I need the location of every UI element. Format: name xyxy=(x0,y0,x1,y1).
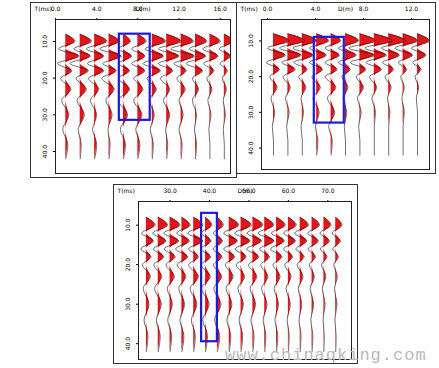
svg-text:10.0: 10.0 xyxy=(124,218,131,232)
svg-text:20.0: 20.0 xyxy=(41,71,48,85)
svg-text:10.0: 10.0 xyxy=(41,35,48,49)
svg-text:T(ms): T(ms) xyxy=(117,187,135,194)
svg-text:D(m): D(m) xyxy=(338,5,353,12)
svg-text:40.0: 40.0 xyxy=(247,141,254,155)
svg-text:30.0: 30.0 xyxy=(247,105,254,119)
svg-text:20.0: 20.0 xyxy=(124,258,131,272)
svg-text:T(ms): T(ms) xyxy=(240,5,258,12)
svg-text:12.0: 12.0 xyxy=(172,5,186,12)
svg-text:16.0: 16.0 xyxy=(214,5,228,12)
svg-text:70.0: 70.0 xyxy=(321,187,335,194)
svg-text:20.0: 20.0 xyxy=(247,70,254,84)
svg-text:12.0: 12.0 xyxy=(405,5,419,12)
svg-text:60.0: 60.0 xyxy=(282,187,296,194)
svg-text:4.0: 4.0 xyxy=(311,5,321,12)
svg-text:T(ms): T(ms) xyxy=(34,5,52,12)
svg-text:40.0: 40.0 xyxy=(41,145,48,159)
svg-text:8.0: 8.0 xyxy=(359,5,369,12)
svg-text:30.0: 30.0 xyxy=(124,297,131,311)
svg-text:40.0: 40.0 xyxy=(203,187,217,194)
svg-text:0.0: 0.0 xyxy=(51,5,61,12)
svg-text:10.0: 10.0 xyxy=(247,34,254,48)
svg-text:30.0: 30.0 xyxy=(41,108,48,122)
svg-text:40.0: 40.0 xyxy=(124,337,131,351)
html-text:www.chinaqking.com: www.chinaqking.com xyxy=(225,346,427,365)
svg-text:4.0: 4.0 xyxy=(92,5,102,12)
svg-text:0.0: 0.0 xyxy=(263,5,273,12)
svg-text:D(m): D(m) xyxy=(237,187,252,194)
svg-text:30.0: 30.0 xyxy=(163,187,177,194)
svg-text:D(m): D(m) xyxy=(135,5,150,12)
